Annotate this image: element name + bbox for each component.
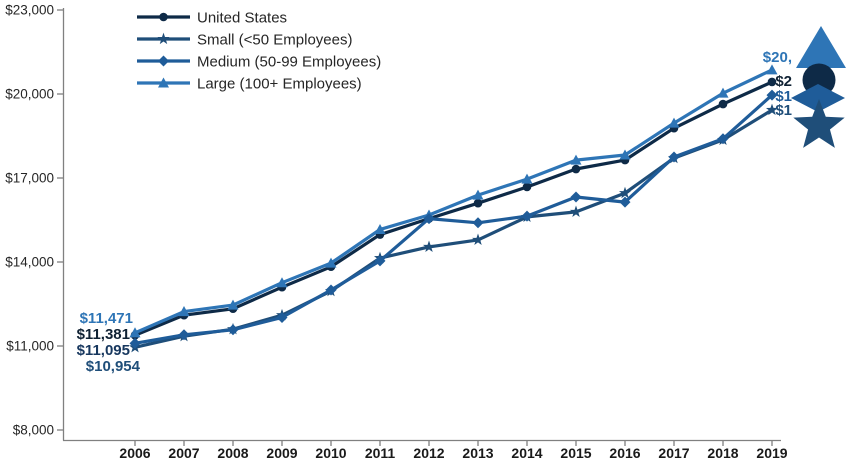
series-circle [130, 77, 777, 340]
diamond-marker-icon [325, 284, 337, 296]
series-line [133, 80, 774, 337]
triangle-marker-icon [374, 224, 386, 235]
diamond-marker-icon [374, 255, 386, 267]
end-value-label: $1 [775, 88, 792, 105]
triangle-marker-icon [717, 87, 729, 98]
x-tick-label: 2018 [707, 445, 738, 461]
diamond-marker-icon [619, 196, 631, 208]
triangle-marker-icon [276, 277, 288, 288]
x-tick-label: 2015 [560, 445, 591, 461]
triangle-marker-icon [472, 189, 484, 200]
triangle-marker-icon [521, 173, 533, 184]
triangle-marker-icon [158, 77, 169, 88]
series-star [128, 103, 779, 353]
x-tick-label: 2006 [119, 445, 150, 461]
circle-marker-icon [473, 198, 483, 208]
diamond-marker-icon [158, 55, 169, 67]
x-tick-label: 2014 [511, 445, 542, 461]
giant-triangle-icon [796, 26, 846, 68]
circle-marker-icon [522, 182, 532, 192]
circle-marker-icon [571, 164, 581, 174]
star-marker-icon [765, 103, 779, 116]
start-value-label: $10,954 [86, 358, 141, 375]
diamond-marker-icon [766, 89, 778, 101]
legend-item: United States [137, 10, 287, 27]
legend: United States Small (<50 Employees) Medium… [137, 10, 381, 93]
diamond-marker-icon [521, 210, 533, 222]
series-line [133, 93, 774, 345]
triangle-marker-icon [129, 327, 141, 338]
triangle-marker-icon [619, 149, 631, 160]
y-tick-label: $8,000 [13, 423, 54, 438]
y-tick-label: $11,000 [6, 339, 54, 354]
x-tick-label: 2010 [315, 445, 346, 461]
x-tick-label: 2011 [365, 445, 396, 461]
diamond-marker-icon [570, 191, 582, 203]
legend-label: Small (<50 Employees) [197, 32, 352, 49]
star-marker-icon [422, 240, 436, 252]
triangle-marker-icon [570, 154, 582, 165]
diamond-marker-icon [129, 337, 141, 349]
circle-marker-icon [767, 77, 777, 87]
diamond-marker-icon [423, 213, 435, 225]
series-diamond [129, 89, 778, 349]
start-value-label: $11,381 [77, 326, 130, 343]
triangle-marker-icon [668, 117, 680, 128]
circle-marker-icon [718, 99, 728, 109]
legend-item: Small (<50 Employees) [137, 32, 352, 49]
giant-diamond-icon [791, 84, 845, 112]
diamond-marker-icon [472, 217, 484, 229]
diamond-marker-icon [668, 151, 680, 163]
x-tick-label: 2012 [413, 445, 444, 461]
diamond-marker-icon [178, 329, 190, 341]
x-tick-label: 2017 [658, 445, 689, 461]
legend-label: United States [197, 10, 287, 27]
series-line [133, 68, 774, 335]
start-value-label: $11,471 [80, 310, 133, 327]
x-tick-label: 2019 [756, 445, 787, 461]
star-marker-icon [157, 32, 170, 45]
legend-label: Large (100+ Employees) [197, 76, 362, 93]
y-tick-label: $20,000 [5, 87, 54, 102]
x-tick-label: 2007 [168, 445, 199, 461]
end-value-label: $1 [775, 102, 792, 119]
triangle-marker-icon [178, 306, 190, 317]
triangle-marker-icon [325, 257, 337, 268]
triangle-marker-icon [766, 64, 778, 75]
diamond-marker-icon [276, 311, 288, 323]
series-triangle [129, 64, 778, 338]
triangle-marker-icon [227, 299, 239, 310]
circle-marker-icon [159, 12, 168, 22]
y-tick-label: $14,000 [5, 255, 54, 270]
end-markers [791, 26, 846, 148]
axes [57, 8, 781, 446]
end-value-label: $20, [763, 49, 792, 66]
x-tick-label: 2008 [217, 445, 248, 461]
legend-item: Medium (50-99 Employees) [137, 54, 381, 71]
legend-item: Large (100+ Employees) [137, 76, 362, 93]
start-value-label: $11,095 [77, 342, 130, 359]
star-marker-icon [471, 233, 485, 245]
end-value-label: $2 [775, 73, 792, 90]
giant-star-icon [793, 99, 845, 148]
x-tick-label: 2016 [609, 445, 640, 461]
legend-label: Medium (50-99 Employees) [197, 54, 381, 71]
star-marker-icon [618, 186, 632, 199]
diamond-marker-icon [227, 324, 239, 336]
x-tick-label: 2009 [266, 445, 297, 461]
y-tick-label: $17,000 [5, 171, 54, 186]
x-tick-label: 2013 [462, 445, 493, 461]
diamond-marker-icon [717, 133, 729, 145]
star-marker-icon [569, 205, 583, 217]
y-tick-label: $23,000 [5, 3, 54, 18]
